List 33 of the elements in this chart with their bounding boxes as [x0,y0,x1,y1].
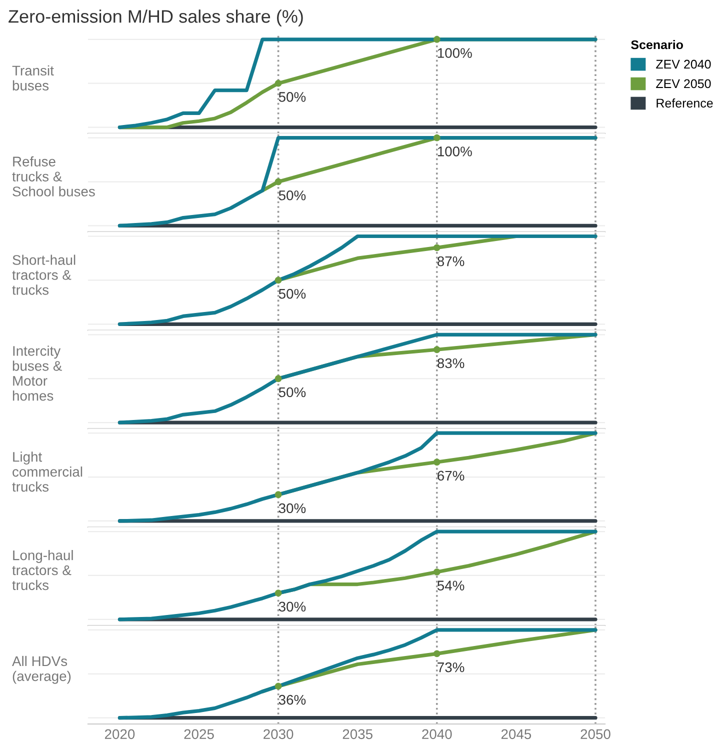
x-tick-label: 2020 [104,729,135,740]
data-label: 67% [438,470,464,481]
data-label: 50% [278,190,306,200]
data-label: 54% [437,580,464,590]
data-label: 50% [278,387,306,398]
x-tick-label: 2040 [422,729,452,740]
x-tick-label: 2030 [264,729,294,740]
y-axis-title: Short-haul tractors & trucks [12,254,76,295]
data-label: 36% [278,694,306,705]
y-axis-title: Transit buses [12,65,54,90]
y-axis-title: Refuse trucks & School buses [12,156,95,196]
x-tick-label: 2025 [184,729,214,740]
x-tick-label: 2035 [342,729,372,740]
data-label: 83% [438,358,464,368]
x-tick-label: 2045 [501,729,532,740]
legend-label: ZEV 2050 [656,79,711,88]
data-label: 30% [278,503,306,514]
legend-title: Scenario [631,40,683,50]
chart-title: Zero-emission M/HD sales share (%) [8,10,303,26]
legend-label: Reference [656,98,713,108]
data-label: 100% [438,146,472,156]
legend-label: ZEV 2040 [656,60,711,69]
y-axis-title: Intercity buses & Motor homes [12,346,62,401]
x-tick-label: 2050 [580,729,610,740]
data-label: 50% [278,92,306,102]
data-label: 100% [438,48,472,58]
data-label: 30% [278,602,306,612]
data-label: 50% [278,288,306,299]
data-label: 73% [438,662,464,672]
data-label: 87% [438,256,464,266]
y-axis-title: Light commercial trucks [12,452,82,492]
y-axis-title: All HDVs (average) [12,656,71,684]
y-axis-title: Long-haul tractors & trucks [12,550,73,590]
